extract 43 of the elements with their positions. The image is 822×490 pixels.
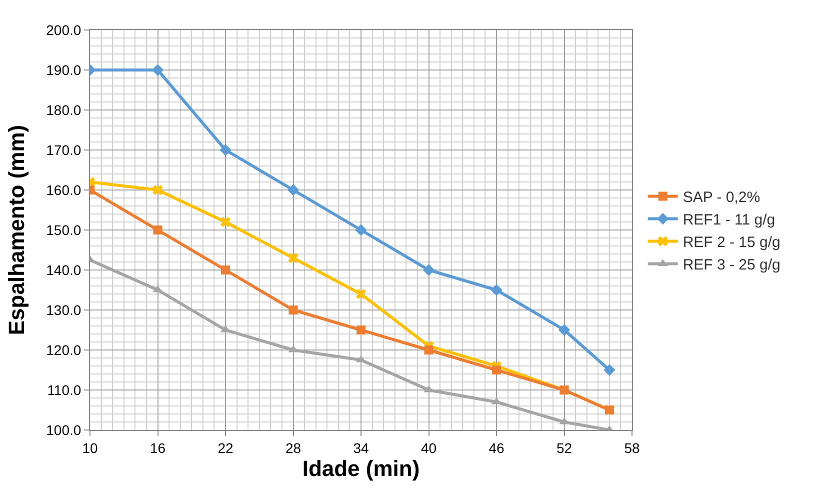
y-tick-label: 170.0	[46, 142, 82, 158]
point	[220, 144, 232, 156]
legend-label: REF 3 - 25 g/g	[682, 256, 780, 274]
point	[356, 288, 366, 300]
x-tick-label: 28	[285, 440, 302, 456]
x-tick-label: 22	[218, 440, 234, 456]
point	[220, 216, 231, 228]
y-tick-label: 100.0	[46, 422, 82, 438]
point	[490, 284, 502, 296]
y-tick-label: 190.0	[46, 62, 82, 78]
point	[356, 326, 366, 334]
point	[558, 324, 570, 336]
x-axis-title: Idade (min)	[302, 456, 420, 481]
y-tick-label: 120.0	[46, 342, 82, 358]
point	[287, 184, 300, 196]
x-tick-label: 52	[556, 440, 572, 456]
y-axis-title: Espalhamento (mm)	[4, 124, 29, 336]
point	[422, 264, 435, 276]
y-tick-label: 180.0	[46, 102, 82, 118]
x-tick-label: 10	[82, 440, 98, 456]
x-tick-label: 34	[353, 440, 369, 456]
x-tick-label: 46	[488, 440, 504, 456]
y-tick-label: 200.0	[46, 22, 82, 38]
point	[492, 366, 501, 374]
y-tick-label: 150.0	[46, 222, 82, 238]
legend-label: REF1 - 11 g/g	[682, 212, 776, 229]
point	[221, 266, 230, 274]
x-tick-label: 16	[150, 440, 166, 456]
x-tick-label: 58	[624, 440, 640, 456]
legend-label: SAP - 0,2%	[682, 189, 760, 206]
point	[288, 306, 298, 314]
y-tick-label: 140.0	[46, 262, 82, 278]
y-tick-label: 110.0	[47, 382, 82, 398]
legend-label: REF 2 - 15 g/g	[682, 234, 780, 252]
x-tick-label: 40	[420, 440, 437, 456]
point	[152, 184, 163, 196]
y-tick-label: 160.0	[46, 182, 82, 198]
point	[153, 226, 162, 234]
point	[604, 364, 616, 376]
y-tick-label: 130.0	[46, 302, 82, 318]
point	[424, 346, 434, 354]
point	[355, 224, 367, 236]
point	[288, 252, 298, 264]
